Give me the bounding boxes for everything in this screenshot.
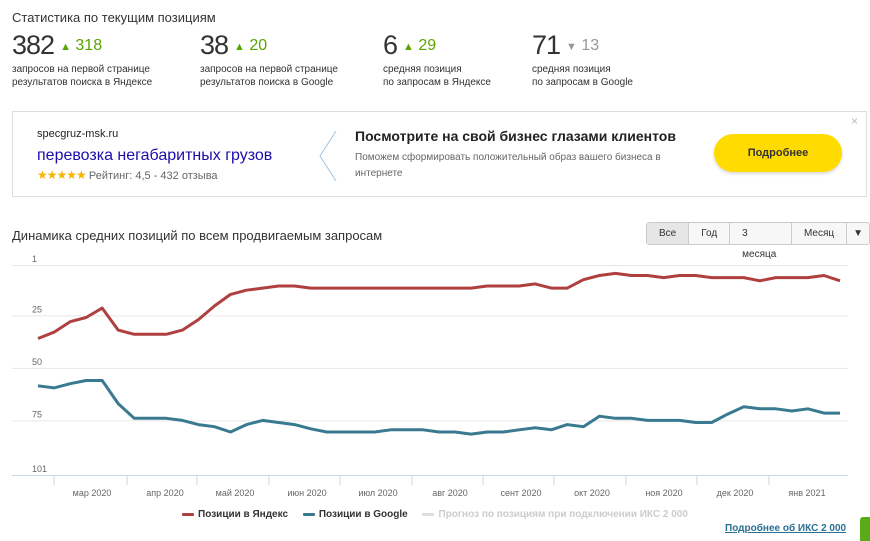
stat-block: 382 ▲ 318 запросов на первой странице резул…	[12, 30, 152, 89]
x-tick-label: окт 2020	[574, 488, 610, 498]
range-selector: Все Год 3 месяца Месяц ▼	[646, 222, 870, 260]
y-tick-label: 101	[32, 464, 47, 474]
y-tick-label: 1	[32, 255, 37, 264]
rating-text: Рейтинг: 4,5 - 432 отзыва	[88, 170, 218, 182]
iks-more-link[interactable]: Подробнее об ИКС 2 000	[725, 523, 847, 534]
range-year[interactable]: Год	[689, 223, 731, 244]
x-tick-label: янв 2021	[788, 488, 825, 498]
range-all[interactable]: Все	[647, 223, 690, 244]
legend-google[interactable]: Позиции в Google	[302, 509, 408, 520]
x-tick-label: сент 2020	[500, 488, 541, 498]
y-tick-label: 50	[32, 357, 42, 367]
promo-title: Посмотрите на свой бизнес глазами клиент…	[355, 128, 676, 144]
google-series-line	[37, 379, 840, 436]
stat-delta: ▼ 13	[566, 36, 600, 54]
ad-site[interactable]: specgruz-msk.ru	[37, 128, 119, 140]
ad-headline[interactable]: перевозка негабаритных грузов	[37, 147, 273, 164]
stat-delta: ▲ 29	[403, 36, 437, 54]
range-3-months[interactable]: 3 месяца	[730, 223, 792, 260]
stat-label: запросов на первой странице результатов п…	[200, 64, 338, 88]
x-tick-label: апр 2020	[146, 488, 183, 498]
stat-value: 38	[200, 30, 229, 60]
stat-block: 6 ▲ 29 средняя позиция по запросам в Яндекс…	[383, 30, 491, 89]
x-tick-label: июл 2020	[358, 488, 397, 498]
chart-legend: Позиции в Яндекс Позиции в Google Прогно…	[0, 509, 870, 520]
stat-label: запросов на первой странице результатов п…	[12, 64, 153, 88]
chevron-left-icon	[319, 130, 337, 182]
positions-chart: 1 25 50 75 101 мар 2020 апр 2020 май 2020 июн 20…	[12, 255, 848, 498]
x-tick-label: мар 2020	[73, 488, 112, 498]
stat-label: средняя позиция по запросам в Google	[532, 64, 633, 88]
x-tick-label: дек 2020	[717, 488, 754, 498]
y-tick-label: 25	[32, 304, 42, 314]
stat-delta: ▲ 318	[60, 36, 103, 54]
stat-delta: ▲ 20	[234, 36, 268, 54]
range-month[interactable]: Месяц	[792, 223, 848, 244]
arrow-up-icon: ▲	[60, 40, 71, 53]
arrow-down-icon: ▼	[566, 40, 577, 53]
stat-value: 71	[532, 30, 561, 60]
stat-block: 71 ▼ 13 средняя позиция по запросам в Googl…	[532, 30, 633, 89]
stat-label: средняя позиция по запросам в Яндексе	[383, 64, 491, 88]
chart-title: Динамика средних позиций по всем продвиг…	[12, 228, 383, 243]
x-tick-label: июн 2020	[287, 488, 326, 498]
stat-value: 6	[383, 30, 398, 60]
stat-block: 38 ▲ 20 запросов на первой странице результ…	[200, 30, 338, 89]
stat-value: 382	[12, 30, 55, 60]
arrow-up-icon: ▲	[234, 40, 245, 53]
ad-banner: specgruz-msk.ru перевозка негабаритных г…	[12, 111, 867, 197]
legend-forecast[interactable]: Прогноз по позициям при подключении ИКС …	[422, 509, 688, 520]
x-tick-label: май 2020	[216, 488, 255, 498]
more-button[interactable]: Подробнее	[714, 134, 842, 172]
legend-yandex[interactable]: Позиции в Яндекс	[182, 509, 288, 520]
promo-description: Поможем сформировать положительный образ…	[355, 152, 661, 179]
side-widget-tab[interactable]	[860, 517, 870, 541]
arrow-up-icon: ▲	[403, 40, 414, 53]
stats-title: Статистика по текущим позициям	[12, 10, 216, 25]
ad-rating: ★★★★★ Рейтинг: 4,5 - 432 отзыва	[37, 168, 218, 182]
dropdown-arrow-icon[interactable]: ▼	[853, 228, 863, 239]
y-tick-label: 75	[32, 409, 42, 419]
star-rating-icon: ★★★★★	[37, 168, 87, 182]
x-tick-label: ноя 2020	[645, 488, 682, 498]
yandex-series-line	[37, 271, 841, 340]
x-tick-label: авг 2020	[432, 488, 468, 498]
close-icon[interactable]: ×	[851, 114, 859, 128]
